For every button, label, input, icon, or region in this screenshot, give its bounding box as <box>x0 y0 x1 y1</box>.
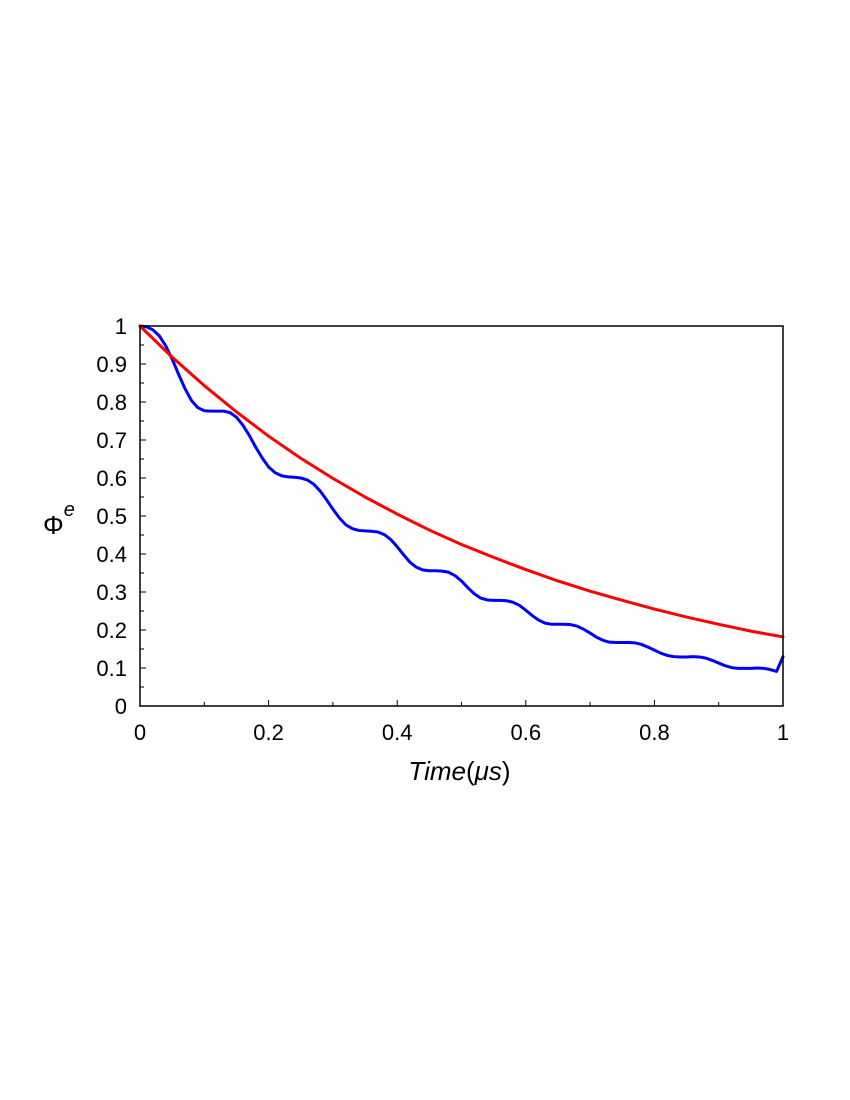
x-axis-label-unit: μs <box>474 756 502 786</box>
y-tick-label: 0.5 <box>96 504 127 529</box>
y-axis: 0 0.1 0.2 0.3 0.4 0.5 0.6 0.7 0.8 0.9 1 <box>96 314 146 719</box>
x-tick-label: 0.6 <box>511 720 542 745</box>
y-tick-label: 0.9 <box>96 352 127 377</box>
x-tick-label: 0.8 <box>639 720 670 745</box>
series-line-1 <box>138 324 785 673</box>
plot-lines <box>138 324 785 673</box>
y-tick-label: 0 <box>115 694 127 719</box>
x-axis: 0 0.2 0.4 0.6 0.8 1 <box>134 700 789 745</box>
x-axis-label: Time(μs) <box>408 756 510 786</box>
y-tick-label: 0.6 <box>96 466 127 491</box>
y-tick-label: 0.7 <box>96 428 127 453</box>
y-axis-label-base: Φ <box>43 510 64 540</box>
series-line-2 <box>138 324 785 639</box>
y-axis-label: Φe <box>43 499 75 540</box>
x-tick-label: 0 <box>134 720 146 745</box>
y-tick-label: 1 <box>115 314 127 339</box>
x-axis-label-open-paren: ( <box>466 756 475 786</box>
x-tick-label: 0.2 <box>253 720 284 745</box>
x-tick-label: 1 <box>777 720 789 745</box>
y-tick-label: 0.8 <box>96 390 127 415</box>
y-axis-label-sup: e <box>64 499 75 521</box>
y-tick-label: 0.3 <box>96 580 127 605</box>
plot-frame <box>139 325 784 707</box>
y-tick-label: 0.2 <box>96 618 127 643</box>
y-tick-label: 0.4 <box>96 542 127 567</box>
y-tick-label: 0.1 <box>96 656 127 681</box>
x-axis-label-main: Time <box>408 756 466 786</box>
x-tick-label: 0.4 <box>382 720 413 745</box>
x-axis-label-close-paren: ) <box>502 756 511 786</box>
